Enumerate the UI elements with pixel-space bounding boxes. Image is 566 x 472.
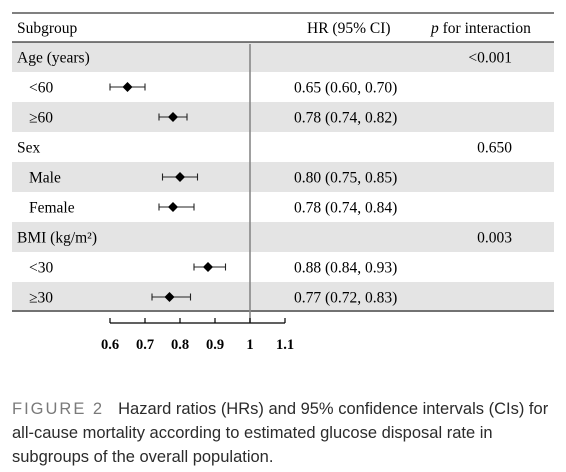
p-interaction-value: 0.003 — [477, 230, 512, 247]
hr-point-marker — [168, 112, 178, 122]
row-labels: Age (years) <60 ≥60 Sex Male Female BMI (kg/m²… — [17, 50, 97, 307]
row-band — [12, 102, 554, 132]
hr-ci-text: 0.80 (0.75, 0.85) — [294, 170, 397, 187]
group-label: BMI (kg/m²) — [17, 230, 97, 247]
x-axis: 0.6 0.7 0.8 0.9 1 1.1 — [101, 318, 294, 353]
row-shading — [12, 42, 554, 312]
x-tick-label: 0.9 — [206, 337, 224, 353]
p-interaction-value: 0.650 — [477, 140, 512, 157]
hr-point-marker — [168, 202, 178, 212]
p-interaction-value: <0.001 — [468, 50, 512, 67]
header-hr: HR (95% CI) — [307, 20, 391, 37]
row-band — [12, 282, 554, 312]
x-tick-label: 0.7 — [136, 337, 154, 353]
hr-point-marker — [122, 82, 133, 92]
figure-caption: FIGURE 2 Hazard ratios (HRs) and 95% conf… — [12, 397, 558, 469]
hr-ci-text: 0.78 (0.74, 0.82) — [294, 110, 397, 127]
hr-ci-text: 0.65 (0.60, 0.70) — [294, 80, 397, 97]
hr-values: 0.65 (0.60, 0.70) 0.78 (0.74, 0.82) 0.80 (… — [294, 80, 397, 307]
subgroup-label: Male — [29, 170, 61, 187]
forest-marks — [109, 82, 227, 302]
hr-point-marker — [164, 292, 175, 302]
hr-ci-text: 0.78 (0.74, 0.84) — [294, 200, 397, 217]
forest-plot: Subgroup HR (95% CI) p for interaction A… — [12, 12, 554, 353]
header-p-italic: p — [430, 20, 439, 37]
subgroup-label: <30 — [29, 260, 53, 277]
row-band — [12, 222, 554, 252]
caption-text: Hazard ratios (HRs) and 95% confidence i… — [12, 400, 549, 466]
header-p-interaction: p for interaction — [430, 20, 531, 37]
x-tick-label: 0.8 — [171, 337, 189, 353]
hr-ci-text: 0.88 (0.84, 0.93) — [294, 260, 397, 277]
x-tick-label: 0.6 — [101, 337, 119, 353]
x-tick-label: 1.1 — [276, 337, 294, 353]
caption-label: FIGURE 2 — [12, 400, 105, 418]
subgroup-label: ≥60 — [29, 110, 53, 127]
header-p-rest: for interaction — [439, 20, 531, 37]
hr-point-marker — [175, 172, 185, 182]
group-label: Sex — [17, 140, 41, 157]
group-label: Age (years) — [17, 50, 90, 67]
x-tick-label: 1 — [246, 337, 253, 353]
row-band — [12, 42, 554, 72]
subgroup-label: ≥30 — [29, 290, 53, 307]
subgroup-label: Female — [29, 200, 75, 217]
row-band — [12, 162, 554, 192]
hr-ci-text: 0.77 (0.72, 0.83) — [294, 290, 397, 307]
hr-point-marker — [203, 262, 213, 272]
header-subgroup: Subgroup — [17, 20, 78, 37]
subgroup-label: <60 — [29, 80, 53, 97]
p-values: <0.001 0.650 0.003 — [468, 50, 512, 247]
